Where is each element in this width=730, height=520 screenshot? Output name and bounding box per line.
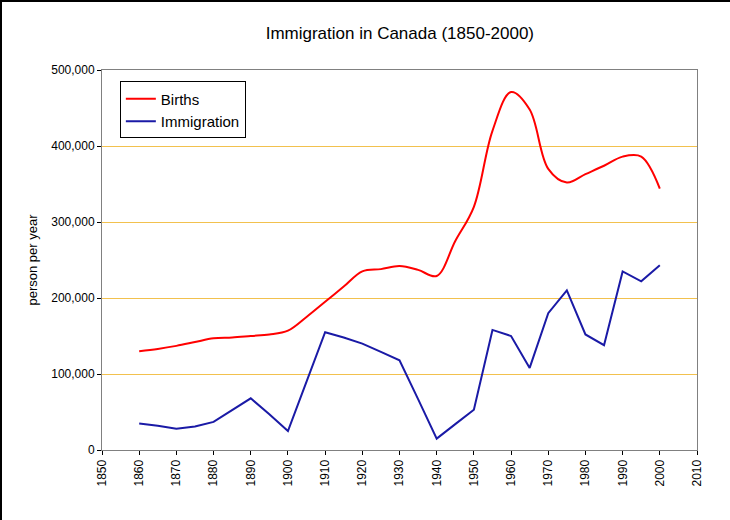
svg-text:1970: 1970 <box>541 459 555 486</box>
svg-text:1850: 1850 <box>95 459 109 486</box>
svg-text:300,000: 300,000 <box>51 215 95 229</box>
svg-text:person per year: person per year <box>25 214 40 306</box>
svg-text:200,000: 200,000 <box>51 291 95 305</box>
svg-text:1950: 1950 <box>467 459 481 486</box>
svg-text:1900: 1900 <box>281 459 295 486</box>
svg-text:0: 0 <box>88 443 95 457</box>
svg-text:100,000: 100,000 <box>51 367 95 381</box>
svg-text:1880: 1880 <box>206 459 220 486</box>
svg-text:1980: 1980 <box>578 459 592 486</box>
svg-text:Births: Births <box>161 91 199 108</box>
svg-text:1960: 1960 <box>504 459 518 486</box>
svg-text:1990: 1990 <box>616 459 630 486</box>
svg-text:1910: 1910 <box>318 459 332 486</box>
svg-text:1920: 1920 <box>355 459 369 486</box>
svg-text:Immigration: Immigration <box>161 113 239 130</box>
svg-text:1870: 1870 <box>169 459 183 486</box>
svg-text:400,000: 400,000 <box>51 139 95 153</box>
svg-text:1940: 1940 <box>430 459 444 486</box>
svg-text:1930: 1930 <box>392 459 406 486</box>
svg-text:1890: 1890 <box>244 459 258 486</box>
svg-text:1860: 1860 <box>132 459 146 486</box>
svg-text:2000: 2000 <box>653 459 667 486</box>
svg-text:2010: 2010 <box>690 459 704 486</box>
svg-text:500,000: 500,000 <box>51 63 95 77</box>
svg-text:Immigration in Canada (1850-20: Immigration in Canada (1850-2000) <box>266 24 534 43</box>
